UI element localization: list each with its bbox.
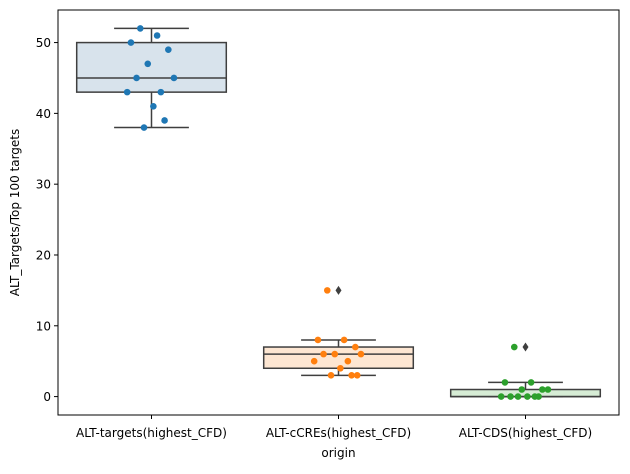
- x-tick-label: ALT-targets(highest_CFD): [76, 426, 227, 440]
- data-point: [165, 46, 172, 53]
- boxes-layer: [75, 27, 602, 398]
- data-point: [352, 343, 359, 351]
- data-point: [337, 364, 344, 372]
- data-point: [310, 357, 318, 365]
- box-iqr: [75, 41, 228, 93]
- data-point: [518, 386, 526, 393]
- points-layer: [123, 25, 552, 400]
- data-point: [170, 74, 178, 82]
- axes-layer: 0 10 20 30 40 50 ALT-targets(highest_CFD) ALT-c…: [36, 36, 593, 440]
- data-point: [140, 124, 148, 131]
- outlier-marker: [522, 342, 529, 352]
- data-point: [497, 393, 505, 400]
- outlier-marker: [335, 285, 342, 295]
- data-point: [524, 393, 531, 400]
- data-point: [340, 336, 348, 344]
- x-axis-label: origin: [321, 446, 355, 460]
- data-point: [348, 372, 355, 379]
- y-tick-label: 30: [36, 178, 51, 192]
- data-point: [510, 343, 518, 351]
- y-tick-label: 0: [43, 390, 51, 404]
- data-point: [136, 25, 144, 32]
- box-group: [262, 285, 415, 377]
- x-tick-label: ALT-CDS(highest_CFD): [459, 426, 592, 440]
- y-axis-label: ALT_Targets/Top 100 targets: [8, 129, 22, 297]
- data-point: [127, 39, 135, 46]
- data-point: [535, 393, 542, 400]
- data-point: [539, 386, 546, 393]
- data-point: [123, 88, 131, 96]
- box-group: [449, 342, 602, 398]
- data-point: [314, 336, 322, 344]
- data-point: [331, 350, 339, 358]
- data-point: [150, 102, 157, 110]
- data-point: [320, 350, 327, 358]
- y-tick-label: 10: [36, 319, 51, 333]
- y-tick-label: 50: [36, 36, 51, 50]
- data-point: [153, 32, 161, 39]
- data-point: [507, 393, 514, 400]
- y-tick-label: 40: [36, 107, 51, 121]
- data-point: [327, 372, 335, 379]
- data-point: [133, 74, 140, 82]
- x-tick-label: ALT-cCREs(highest_CFD): [266, 426, 411, 440]
- data-point: [527, 379, 535, 386]
- data-point: [157, 88, 165, 96]
- data-point: [501, 379, 509, 386]
- data-point: [514, 393, 522, 400]
- data-point: [344, 357, 352, 365]
- y-tick-label: 20: [36, 248, 51, 262]
- data-point: [161, 117, 168, 124]
- data-point: [353, 372, 361, 379]
- box-group: [75, 27, 228, 129]
- box-iqr: [262, 346, 415, 370]
- data-point: [144, 60, 152, 68]
- data-point: [357, 350, 365, 358]
- data-point: [544, 386, 552, 393]
- data-point: [323, 287, 331, 294]
